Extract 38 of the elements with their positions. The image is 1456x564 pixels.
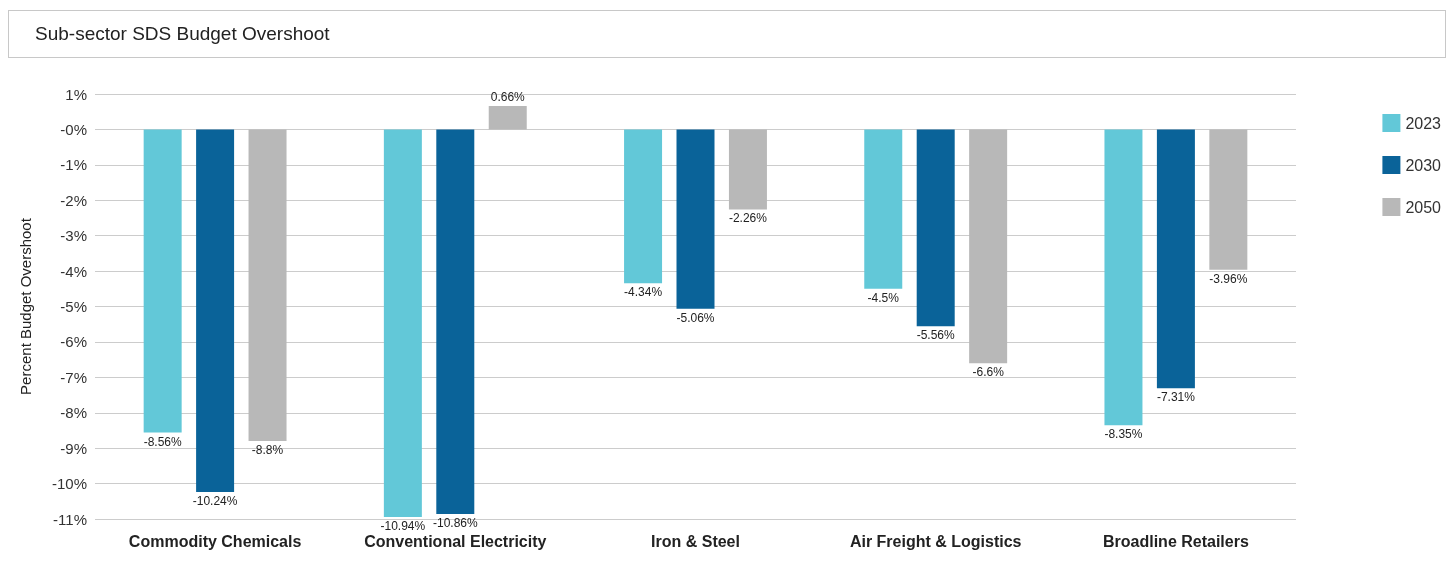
data-label: -5.56% <box>916 328 956 343</box>
y-tick-label: -7% <box>60 368 87 386</box>
data-label: -8.35% <box>1104 427 1143 442</box>
y-tick-label: -0% <box>60 120 87 138</box>
data-label: -8.8% <box>251 443 284 458</box>
legend-label: 2023 <box>1405 114 1442 132</box>
data-label: -8.56% <box>143 434 182 449</box>
y-tick-label: -3% <box>60 227 87 245</box>
data-label: -10.94% <box>380 518 426 533</box>
x-tick-label: Commodity Chemicals <box>128 532 302 550</box>
data-label: -10.86% <box>432 516 478 531</box>
y-tick-label: -1% <box>60 156 87 174</box>
data-label: -2.26% <box>728 211 768 226</box>
y-axis-title: Percent Budget Overshoot <box>17 217 34 395</box>
x-tick-label: Air Freight & Logistics <box>849 532 1022 550</box>
legend-label: 2030 <box>1405 156 1442 174</box>
y-tick-label: -8% <box>60 404 87 422</box>
data-label: -4.5% <box>867 290 900 305</box>
y-tick-label: -6% <box>60 333 87 351</box>
data-label: -5.06% <box>676 310 715 325</box>
x-tick-label: Conventional Electricity <box>364 532 547 550</box>
data-label: -4.34% <box>624 285 663 300</box>
legend-label: 2050 <box>1405 198 1442 216</box>
data-label: -3.96% <box>1209 271 1248 286</box>
y-tick-label: -4% <box>60 262 87 280</box>
data-label: -10.24% <box>192 494 238 509</box>
y-tick-label: -2% <box>60 191 87 209</box>
y-tick-label: -10% <box>51 475 87 493</box>
x-tick-label: Iron & Steel <box>651 532 740 550</box>
x-tick-label: Broadline Retailers <box>1102 532 1249 550</box>
y-tick-label: -11% <box>53 510 87 528</box>
data-label: 0.66% <box>490 90 526 105</box>
data-label: -6.6% <box>972 365 1005 380</box>
y-tick-label: -9% <box>60 439 87 457</box>
chart-title: Sub-sector SDS Budget Overshoot <box>8 10 1446 58</box>
y-tick-label: 1% <box>65 85 87 103</box>
data-label: -7.31% <box>1156 390 1196 405</box>
y-tick-label: -5% <box>60 298 87 315</box>
